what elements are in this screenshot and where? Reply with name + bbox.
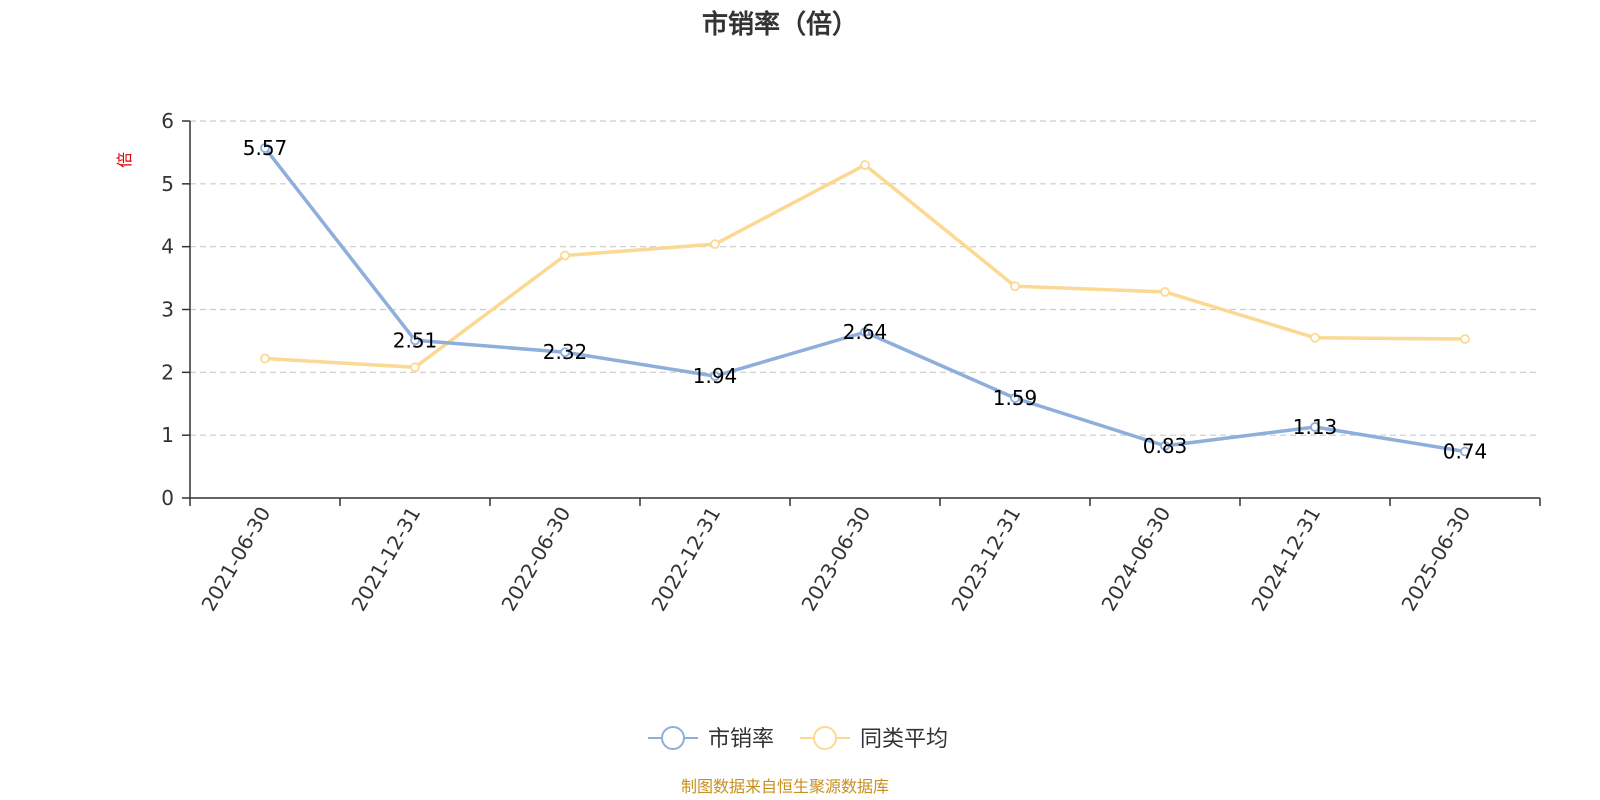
series-point: [1310, 332, 1320, 343]
x-tick-label: 2022-06-30: [496, 503, 575, 616]
legend-item[interactable]: 市销率: [648, 726, 774, 752]
data-label: 2.51: [393, 328, 438, 352]
series-point: [560, 347, 570, 358]
y-tick-label: 3: [161, 298, 174, 322]
data-label: 1.13: [1293, 415, 1338, 439]
series-point: [710, 239, 720, 250]
x-tick-label: 2024-12-31: [1246, 503, 1325, 616]
series-point: [410, 335, 420, 346]
series-point: [710, 371, 720, 382]
chart-title: 市销率（倍）: [702, 9, 858, 40]
legend-circle-marker: [661, 726, 685, 750]
data-label: 0.83: [1143, 434, 1188, 458]
series-group: [260, 143, 1470, 457]
y-tick-label: 2: [161, 360, 174, 384]
y-tick-label: 5: [161, 172, 174, 196]
data-label: 2.32: [543, 340, 588, 364]
x-tick-label: 2021-12-31: [346, 503, 425, 616]
series-point: [1460, 446, 1470, 457]
legend-label: 市销率: [708, 727, 774, 752]
data-label: 1.94: [693, 364, 738, 388]
data-label: 2.64: [843, 320, 888, 344]
series-point: [560, 250, 570, 261]
y-tick-label: 4: [161, 235, 174, 259]
series-line: [263, 146, 1467, 454]
data-label: 0.74: [1443, 440, 1488, 464]
x-tick-label: 2021-06-30: [196, 503, 275, 616]
data-labels: 5.57 2.51 2.32 1.94 2.64 1.59 0.83 1.13 0.74: [243, 136, 1488, 463]
legend-item[interactable]: 同类平均: [800, 726, 948, 752]
data-label: 5.57: [243, 136, 288, 160]
x-tick-label: 2023-06-30: [796, 503, 875, 616]
series-point: [410, 362, 420, 373]
data-label: 1.59: [993, 386, 1038, 410]
y-tick-label: 1: [161, 423, 174, 447]
series-point: [1160, 287, 1170, 297]
x-tick-label: 2022-12-31: [646, 503, 725, 616]
legend-label: 同类平均: [860, 727, 948, 752]
series-point: [1010, 281, 1020, 292]
series-point: [860, 160, 870, 170]
y-tick-label: 6: [161, 109, 174, 133]
series-point: [260, 353, 270, 364]
grid: [190, 120, 1540, 436]
series-point: [1310, 422, 1320, 432]
x-tick-label: 2025-06-30: [1396, 503, 1475, 616]
series-point: [1160, 440, 1170, 451]
series-point: [860, 327, 870, 338]
y-tick-label: 0: [161, 486, 174, 510]
legend-circle-marker: [813, 726, 837, 750]
x-tick-label: 2024-06-30: [1096, 503, 1175, 616]
series-point: [1010, 393, 1020, 403]
x-tick-label: 2023-12-31: [946, 503, 1025, 616]
axes: 0 1 2 3 4 5 6 2021-06-30 2021-12-31 2022-06-30 202…: [161, 109, 1541, 616]
legend[interactable]: 市销率 同类平均: [648, 726, 948, 752]
series-point: [1460, 334, 1470, 344]
y-axis-label: 倍: [115, 152, 134, 168]
source-footer: 制图数据来自恒生聚源数据库: [681, 777, 889, 796]
series-point: [260, 143, 270, 153]
